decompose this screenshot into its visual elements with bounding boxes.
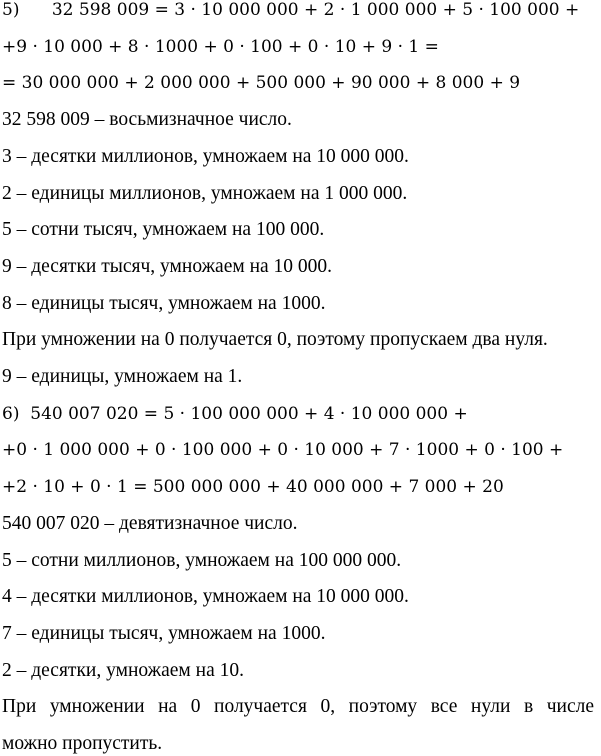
text-line: 3 – десятки миллионов, умножаем на 10 00…: [2, 145, 409, 167]
text-line: При умножении на 0 получается 0, поэтому…: [2, 696, 594, 718]
text-line: При умножении на 0 получается 0, поэтому…: [2, 329, 548, 351]
text-line: можно пропустить.: [2, 733, 163, 754]
text-line: 540 007 020 – девятизначное число.: [2, 512, 298, 534]
text-line: 32 598 009 – восьмизначное число.: [2, 109, 292, 131]
text-line: 9 – единицы, умножаем на 1.: [2, 366, 243, 387]
text-line: 5 – сотни тысяч, умножаем на 100 000.: [2, 219, 325, 241]
math-line: 6) 540 007 020 = 5 · 100 000 000 + 4 · 1…: [2, 403, 468, 424]
math-line: = 30 000 000 + 2 000 000 + 500 000 + 90 …: [2, 73, 521, 94]
text-line: 4 – десятки миллионов, умножаем на 10 00…: [2, 586, 409, 608]
text-line: 2 – десятки, умножаем на 10.: [2, 659, 244, 681]
text-line: 5 – сотни миллионов, умножаем на 100 000…: [2, 549, 402, 571]
text-line: 2 – единицы миллионов, умножаем на 1 000…: [2, 182, 408, 204]
math-line: 5) 32 598 009 = 3 · 10 000 000 + 2 · 1 0…: [2, 0, 580, 20]
text-line: 9 – десятки тысяч, умножаем на 10 000.: [2, 255, 333, 277]
math-line: +9 · 10 000 + 8 · 1000 + 0 · 100 + 0 · 1…: [2, 36, 439, 57]
math-line: +0 · 1 000 000 + 0 · 100 000 + 0 · 10 00…: [2, 440, 564, 461]
math-line: +2 · 10 + 0 · 1 = 500 000 000 + 40 000 0…: [2, 477, 504, 498]
text-line: 7 – единицы тысяч, умножаем на 1000.: [2, 622, 326, 644]
text-line: 8 – единицы тысяч, умножаем на 1000.: [2, 292, 326, 314]
